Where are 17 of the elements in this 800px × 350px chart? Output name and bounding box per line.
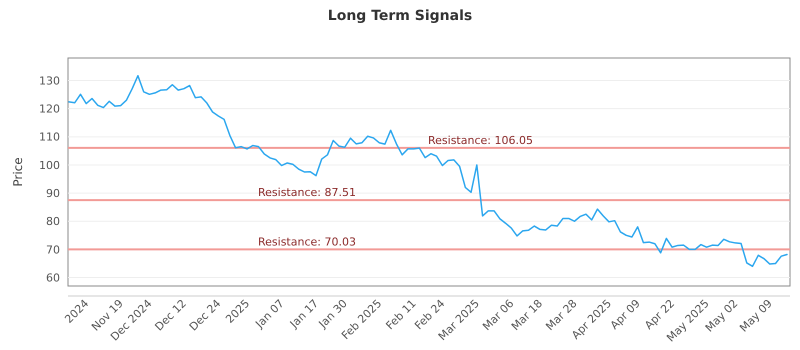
y-tick-label: 100: [39, 158, 60, 172]
y-tick-label: 120: [39, 102, 60, 116]
y-tick-label: 70: [46, 243, 60, 256]
y-axis-title: Price: [11, 157, 25, 187]
ref-line-label: Resistance: 106.05: [428, 134, 533, 147]
chart-title: Long Term Signals: [328, 8, 472, 24]
y-tick-label: 90: [46, 186, 60, 200]
x-tick-label: Dec 12: [152, 296, 189, 334]
y-tick-label: 80: [46, 215, 60, 228]
x-tick-label: Jan 07: [252, 296, 287, 332]
y-tick-label: 110: [39, 130, 60, 144]
line-series: [68, 74, 788, 268]
ref-line-label: Resistance: 70.03: [258, 235, 356, 248]
y-tick-label: 130: [39, 74, 60, 88]
y-tick-label: 60: [46, 271, 60, 284]
ref-line-label: Resistance: 87.51: [258, 186, 356, 200]
x-tick-label: Dec 24: [186, 296, 224, 334]
